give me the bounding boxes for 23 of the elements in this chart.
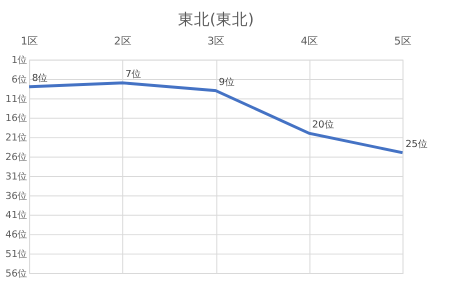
y-tick-label: 41位 [5,209,28,222]
y-tick-label: 6位 [11,73,28,86]
x-tick-label: 1区 [20,34,38,48]
chart-title: 東北(東北) [178,10,254,29]
y-tick-label: 11位 [5,92,28,105]
data-label: 20位 [312,118,334,130]
y-tick-label: 56位 [5,267,28,280]
y-tick-label: 51位 [5,248,28,260]
y-tick-label: 1位 [11,54,28,66]
y-tick-label: 36位 [5,190,28,202]
data-label: 7位 [125,68,142,80]
x-tick-label: 4区 [300,34,319,48]
y-tick-label: 46位 [5,228,28,241]
y-tick-label: 31位 [5,170,28,182]
y-tick-label: 26位 [5,150,28,163]
y-tick-label: 21位 [5,132,28,144]
x-tick-label: 2区 [114,34,132,48]
data-label: 8位 [32,72,48,84]
data-label: 9位 [218,76,235,88]
x-tick-label: 5区 [394,34,412,48]
data-label: 25位 [405,138,428,150]
y-tick-label: 16位 [5,112,28,124]
x-tick-label: 3区 [207,34,226,48]
